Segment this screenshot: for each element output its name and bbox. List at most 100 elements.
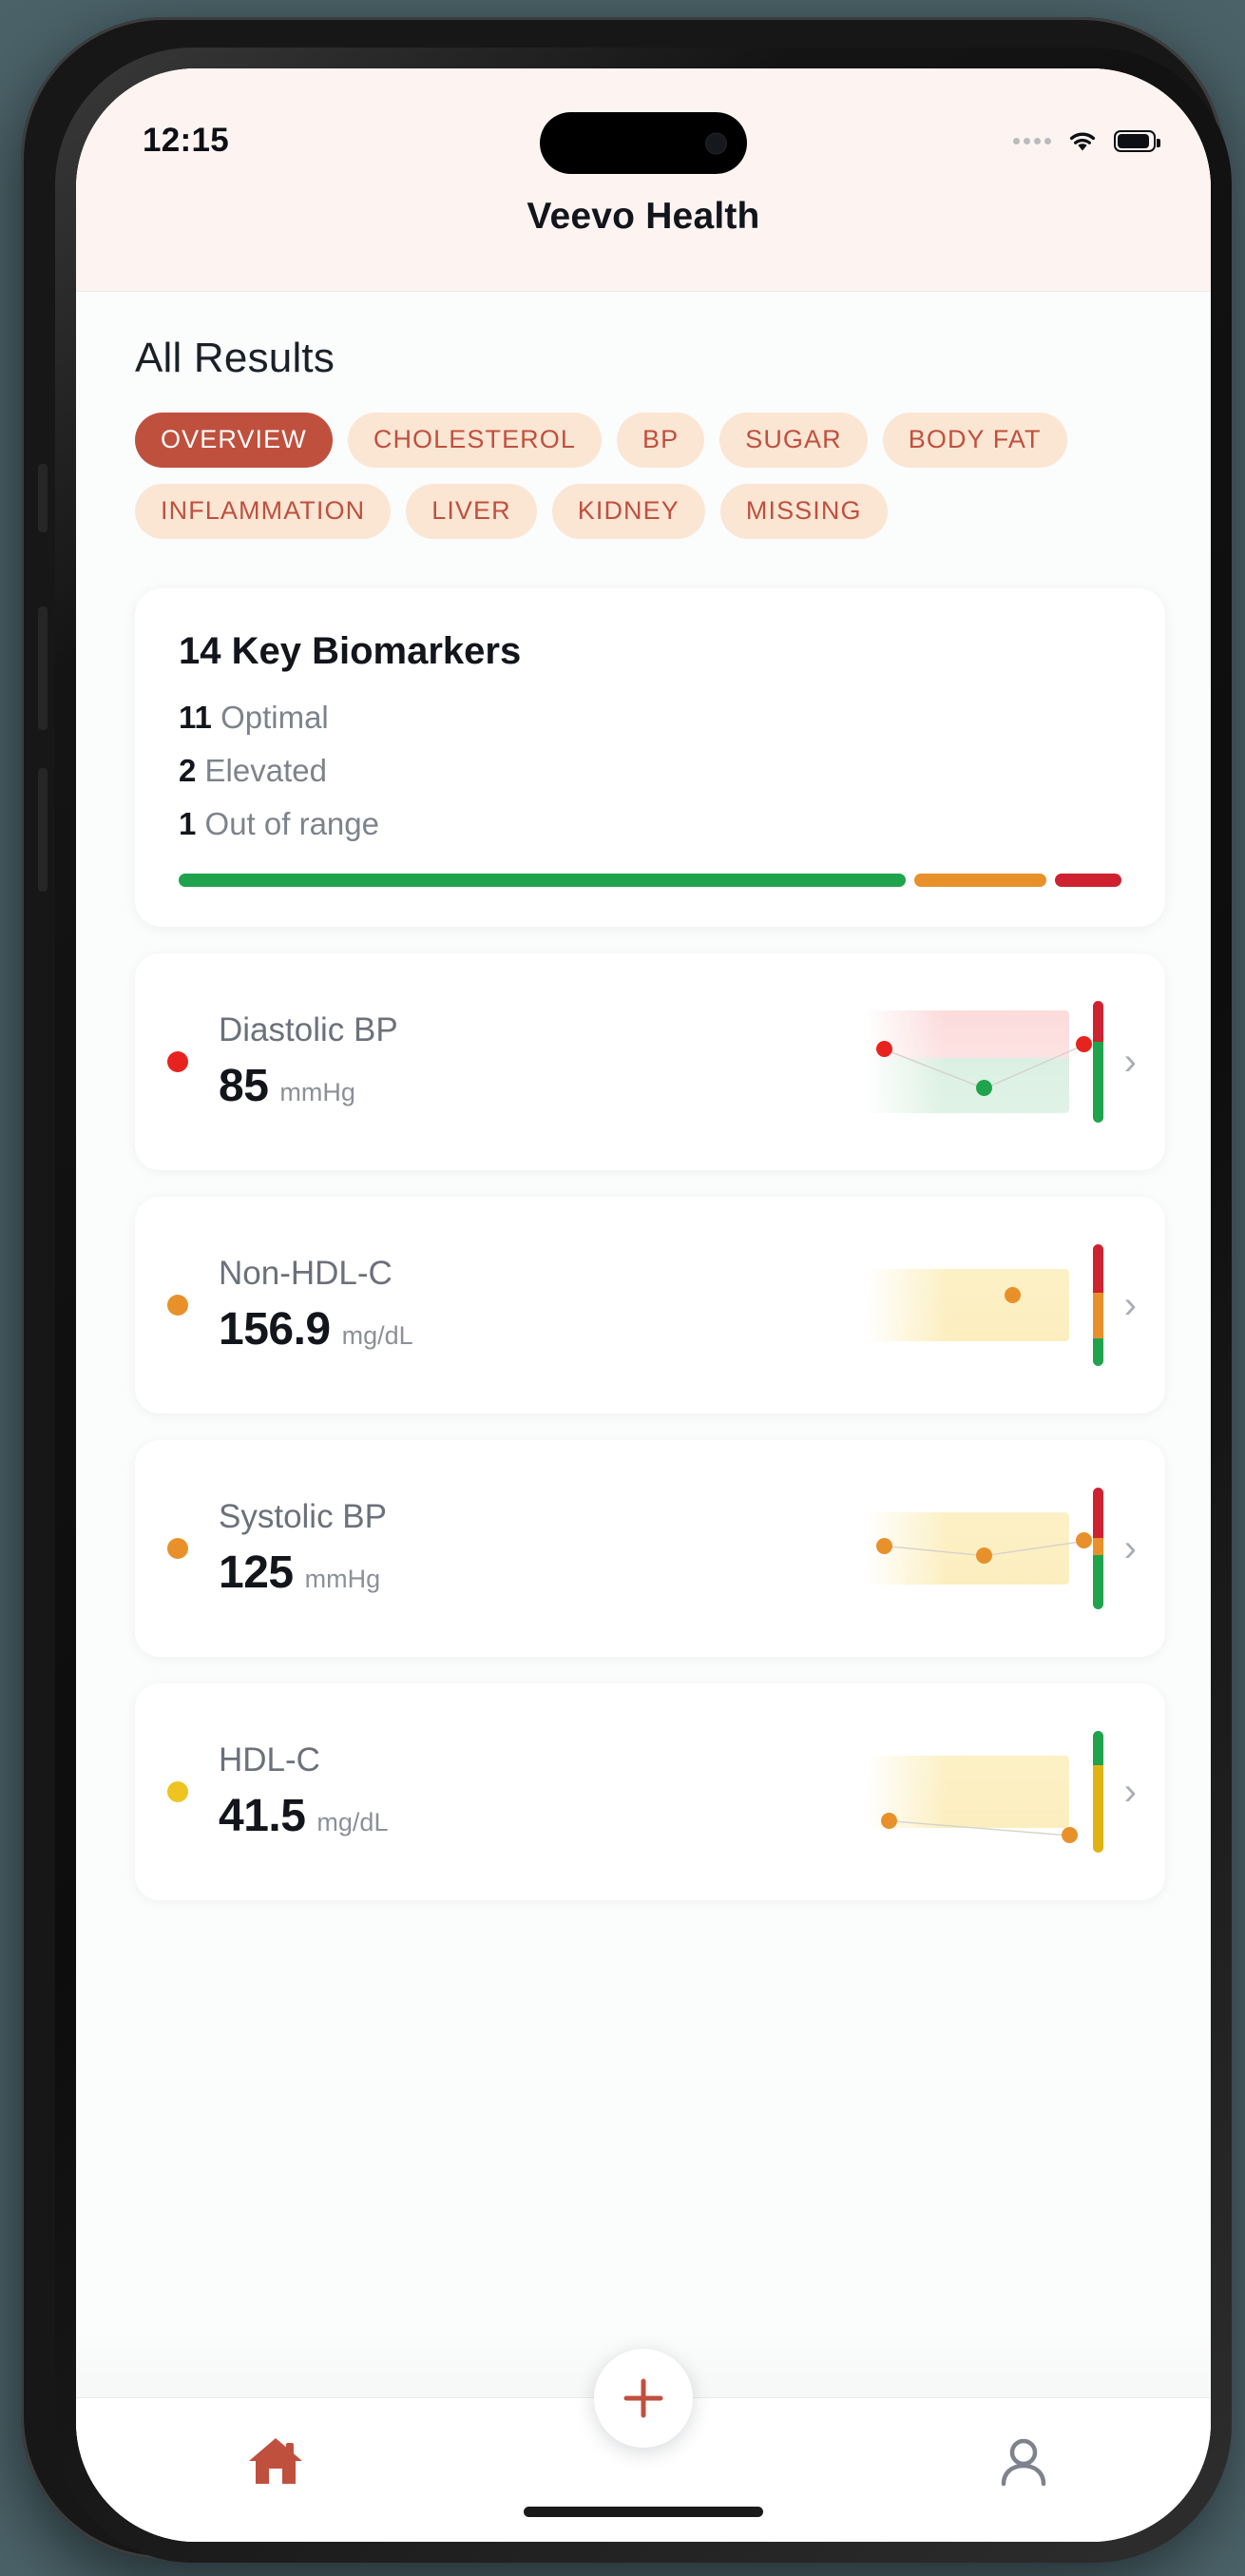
range-indicator-segment — [1092, 1555, 1103, 1609]
range-indicator-segment — [1092, 1764, 1103, 1853]
biomarker-range-chart — [865, 1730, 1103, 1853]
biomarker-name: HDL-C — [219, 1740, 320, 1778]
chevron-right-icon[interactable]: › — [1123, 1527, 1137, 1569]
status-dot-icon — [167, 1050, 188, 1072]
summary-breakdown: 11 Optimal 2 Elevated 1 Out of range — [179, 698, 1121, 845]
status-time: 12:15 — [143, 122, 230, 159]
range-band — [865, 1268, 1069, 1341]
biomarker-value: 125 — [219, 1547, 294, 1598]
summary-count: 11 — [179, 700, 212, 735]
filter-pill-body-fat[interactable]: BODY FAT — [882, 413, 1067, 468]
nav-item-profile[interactable] — [994, 2434, 1053, 2496]
trend-point — [876, 1041, 893, 1058]
biomarker-text: Diastolic BP 85 mmHg — [219, 1011, 532, 1112]
summary-count: 2 — [179, 752, 197, 788]
summary-line-out-of-range: 1 Out of range — [179, 804, 1121, 845]
biomarker-unit: mmHg — [279, 1077, 355, 1106]
biomarker-value: 156.9 — [219, 1303, 331, 1355]
person-icon — [1001, 2438, 1046, 2487]
biomarker-row[interactable]: Diastolic BP 85 mmHg › — [135, 952, 1165, 1170]
range-indicator-segment — [1092, 1042, 1103, 1123]
volume-down-button[interactable] — [38, 768, 48, 892]
biomarker-row[interactable]: HDL-C 41.5 mg/dL › — [135, 1682, 1165, 1900]
biomarker-name: Non-HDL-C — [219, 1254, 393, 1292]
app-title: Veevo Health — [527, 196, 760, 237]
range-indicator-segment — [1092, 1292, 1103, 1339]
summary-card[interactable]: 14 Key Biomarkers 11 Optimal 2 Elevated 1 … — [135, 588, 1165, 927]
silent-switch[interactable] — [38, 464, 48, 532]
filter-pill-group: OVERVIEW CHOLESTEROL BP SUGAR BODY FAT INFLAM… — [76, 382, 1140, 539]
phone-frame: 12:15 — [21, 17, 1232, 2563]
trend-point — [1005, 1286, 1022, 1303]
filter-pill-overview[interactable]: OVERVIEW — [135, 413, 333, 468]
home-icon — [249, 2438, 302, 2484]
trend-line — [866, 1731, 1103, 1853]
signal-dots-icon — [1013, 137, 1051, 144]
biomarker-row[interactable]: Systolic BP 125 mmHg › — [135, 1439, 1165, 1657]
bottom-navigation — [76, 2349, 1211, 2542]
range-indicator-bar — [1092, 1243, 1103, 1366]
biomarker-unit: mg/dL — [316, 1807, 389, 1836]
app-header: 12:15 — [76, 68, 1211, 292]
wifi-icon — [1066, 128, 1099, 153]
range-band — [865, 1009, 1069, 1113]
biomarker-unit: mg/dL — [341, 1320, 413, 1350]
trend-point — [881, 1812, 898, 1829]
bar-segment-elevated — [914, 873, 1047, 887]
dynamic-island — [540, 112, 747, 174]
summary-label: Optimal — [220, 700, 329, 735]
filter-pill-sugar[interactable]: SUGAR — [719, 413, 868, 468]
filter-pill-missing[interactable]: MISSING — [719, 484, 888, 539]
phone-screen: 12:15 — [76, 68, 1211, 2542]
summary-label: Elevated — [204, 752, 327, 788]
page-title: All Results — [135, 335, 335, 381]
range-indicator-segment — [1092, 1243, 1103, 1293]
bar-segment-out-of-range — [1055, 873, 1121, 887]
range-indicator-bar — [1092, 1000, 1103, 1123]
nav-item-home[interactable] — [245, 2432, 306, 2494]
filter-pill-kidney[interactable]: KIDNEY — [551, 484, 705, 539]
scroll-area[interactable]: All Results OVERVIEW CHOLESTEROL BP SUGAR BO… — [76, 293, 1211, 2397]
trend-line — [866, 1244, 1103, 1366]
front-camera-icon — [706, 133, 726, 153]
status-dot-icon — [167, 1780, 188, 1802]
biomarker-range-chart — [865, 1487, 1103, 1609]
filter-pill-liver[interactable]: LIVER — [406, 484, 537, 539]
chevron-right-icon[interactable]: › — [1123, 1770, 1137, 1813]
summary-title: 14 Key Biomarkers — [179, 630, 522, 672]
chevron-right-icon[interactable]: › — [1123, 1040, 1137, 1083]
trend-point — [1062, 1827, 1079, 1844]
plus-icon — [623, 2378, 663, 2418]
biomarker-value: 85 — [219, 1060, 269, 1111]
chevron-right-icon[interactable]: › — [1123, 1283, 1137, 1326]
range-indicator-segment — [1092, 1730, 1103, 1765]
biomarker-text: Non-HDL-C 156.9 mg/dL — [219, 1255, 532, 1355]
filter-pill-cholesterol[interactable]: CHOLESTEROL — [347, 413, 602, 468]
status-dot-icon — [167, 1294, 188, 1316]
trend-point — [976, 1547, 993, 1564]
biomarker-row[interactable]: Non-HDL-C 156.9 mg/dL › — [135, 1196, 1165, 1413]
bar-segment-optimal — [179, 873, 907, 887]
trend-point — [1076, 1036, 1093, 1053]
biomarker-name: Systolic BP — [219, 1497, 387, 1535]
biomarker-name: Diastolic BP — [219, 1010, 398, 1048]
biomarker-value: 41.5 — [219, 1790, 306, 1841]
biomarker-list: Diastolic BP 85 mmHg › Non-HDL-C 156.9 mg/dL › S… — [76, 927, 1211, 1900]
home-indicator — [524, 2507, 763, 2517]
range-indicator-segment — [1092, 1487, 1103, 1539]
trend-point — [1076, 1532, 1093, 1549]
biomarker-text: Systolic BP 125 mmHg — [219, 1498, 532, 1599]
add-button[interactable] — [594, 2349, 693, 2448]
summary-label: Out of range — [204, 805, 379, 841]
summary-count: 1 — [179, 805, 197, 841]
status-dot-icon — [167, 1537, 188, 1559]
range-indicator-bar — [1092, 1487, 1103, 1609]
filter-pill-inflammation[interactable]: INFLAMMATION — [135, 484, 392, 539]
biomarker-unit: mmHg — [304, 1564, 381, 1593]
summary-line-elevated: 2 Elevated — [179, 751, 1121, 792]
volume-up-button[interactable] — [38, 606, 48, 730]
filter-pill-bp[interactable]: BP — [617, 413, 705, 468]
summary-line-optimal: 11 Optimal — [179, 698, 1121, 739]
status-indicators — [1013, 128, 1160, 153]
trend-point — [976, 1080, 993, 1097]
